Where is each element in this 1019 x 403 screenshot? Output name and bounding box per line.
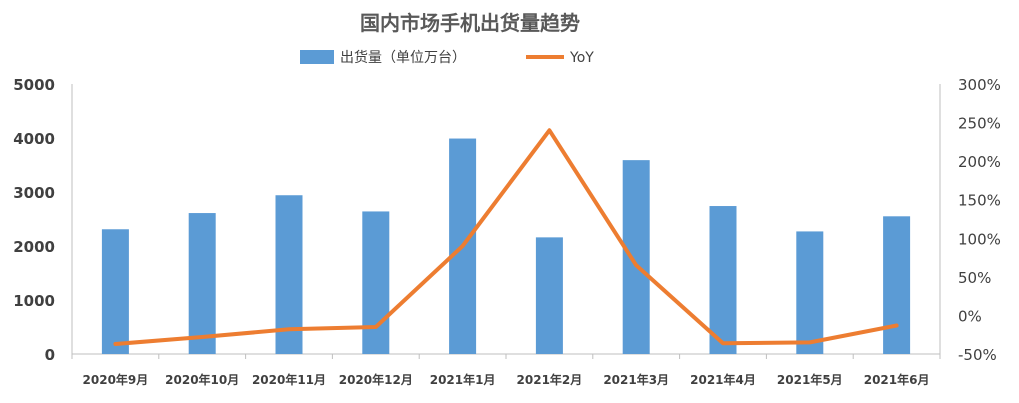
bars [101,138,911,354]
x-tick-label: 2021年5月 [777,372,843,387]
y-right-tick-label: 0% [958,307,982,325]
y-left-tick-label: 1000 [13,292,55,310]
x-tick-label: 2020年10月 [165,372,239,387]
legend: 出货量（单位万台） YoY [300,49,594,66]
bar-shipments [535,237,563,354]
x-tick-label: 2021年4月 [690,372,756,387]
bar-shipments [796,231,824,354]
y-right-tick-label: 150% [958,192,1001,210]
bar-shipments [883,216,911,354]
legend-swatch-shipments [300,50,334,64]
y-right-tick-label: 200% [958,153,1001,171]
x-tick-label: 2021年2月 [517,372,583,387]
x-tick-label: 2020年9月 [83,372,149,387]
x-ticks: 2020年9月 2020年10月 2020年11月 2020年12月 2021年1月 20… [83,372,930,387]
y-left-ticks: 0 1000 2000 3000 4000 5000 [13,76,55,364]
x-tick-label: 2020年11月 [252,372,326,387]
chart-title: 国内市场手机出货量趋势 [360,11,580,35]
x-tick-label: 2021年6月 [864,372,930,387]
x-tick-label: 2021年3月 [603,372,669,387]
y-right-tick-label: -50% [958,346,997,364]
yoy-line-group [113,128,899,346]
bar-shipments [362,211,390,354]
bar-shipments [188,213,216,354]
y-left-tick-label: 2000 [13,238,55,256]
y-right-ticks: -50% 0% 50% 100% 150% 200% 250% 300% [958,76,1001,364]
x-tick-label: 2020年12月 [339,372,413,387]
bar-shipments [709,206,737,354]
y-left-tick-label: 5000 [13,76,55,94]
y-right-tick-label: 100% [958,230,1001,248]
x-tick-label: 2021年1月 [430,372,496,387]
legend-label-shipments: 出货量（单位万台） [340,49,466,66]
y-left-tick-label: 0 [45,346,55,364]
y-right-tick-label: 50% [958,269,991,287]
y-left-tick-label: 4000 [13,130,55,148]
y-right-tick-label: 300% [958,76,1001,94]
y-left-tick-label: 3000 [13,184,55,202]
bar-shipments [101,229,129,354]
y-right-tick-label: 250% [958,115,1001,133]
yoy-line [113,128,899,346]
legend-label-yoy: YoY [569,50,594,66]
bar-shipments [622,160,650,354]
axes [71,84,941,359]
